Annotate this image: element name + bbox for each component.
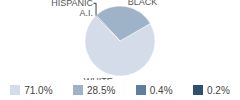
svg-text:A.I.: A.I. bbox=[80, 8, 94, 18]
html-text:28.5%: 28.5% bbox=[87, 84, 116, 96]
html-text:71.0%: 71.0% bbox=[24, 84, 53, 96]
html-text:0.4%: 0.4% bbox=[149, 84, 173, 96]
svg-text:WHITE: WHITE bbox=[84, 76, 113, 80]
svg-text:HISPANIC: HISPANIC bbox=[51, 0, 93, 8]
svg-text:BLACK: BLACK bbox=[128, 0, 158, 7]
html-text:0.2%: 0.2% bbox=[207, 84, 230, 96]
